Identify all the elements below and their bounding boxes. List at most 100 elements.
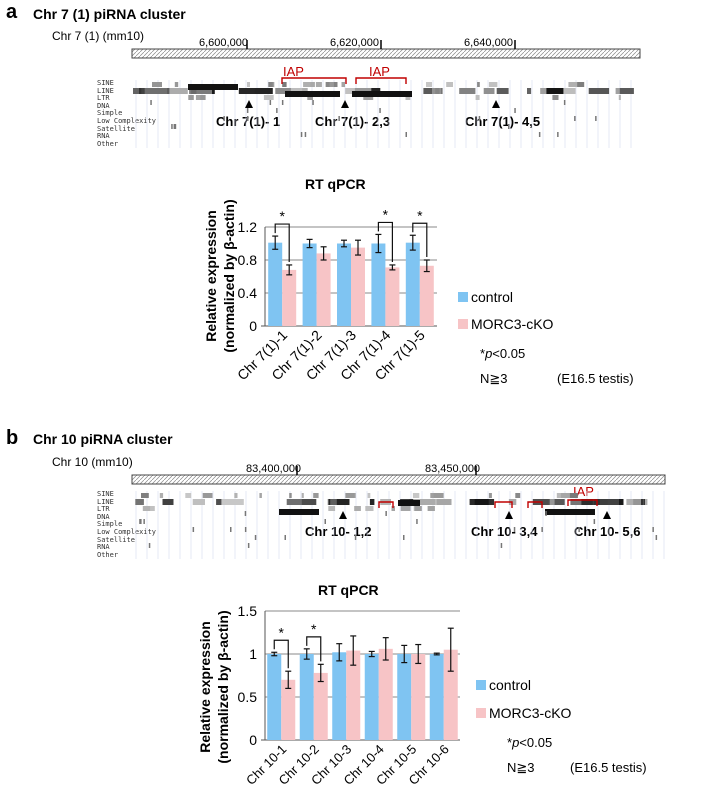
panel-a-repeat-block — [247, 116, 249, 121]
panel-a-repeat-block — [303, 82, 311, 87]
panel-a-iap-label-1: IAP — [283, 64, 304, 79]
panel-b-repeat-block — [162, 499, 174, 505]
panel-a-repeat-block — [478, 116, 481, 121]
track-label: LTR — [97, 505, 110, 514]
panel-a-site-marker — [492, 100, 500, 108]
panel-a-site-marker — [341, 100, 349, 108]
panel-a-repeat-block — [338, 116, 340, 121]
panel-a-repeat-block — [189, 88, 212, 94]
chart-a-bar-ko — [316, 253, 331, 326]
panel-b-repeat-block — [301, 493, 304, 498]
chart-a-legend-swatch-ko — [458, 319, 468, 329]
panel-a-repeat-block — [285, 91, 340, 97]
track-label: DNA — [97, 101, 110, 110]
panel-a-repeat-block — [307, 95, 313, 100]
track-label: LTR — [97, 94, 110, 103]
panel-a-repeat-block — [352, 91, 412, 97]
chart-a-bar-ko — [419, 265, 434, 326]
chart-a-tissue-note: (E16.5 testis) — [557, 371, 634, 386]
panel-b-iap-bracket — [567, 499, 598, 506]
chart-undefined-legend-swatch-control — [476, 680, 486, 690]
panel-a-title: Chr 7 (1) piRNA cluster — [33, 6, 186, 22]
panel-a-repeat-block — [246, 108, 249, 113]
panel-a-repeat-block — [459, 88, 476, 94]
panel-b-repeat-block — [244, 511, 247, 516]
track-label: Other — [97, 550, 119, 559]
panel-b-browser — [131, 466, 666, 559]
chart-undefined-legend-swatch-ko — [476, 708, 486, 718]
panel-b-repeat-block — [140, 519, 142, 524]
chart-undefined-significance-star: * — [311, 621, 317, 637]
panel-a-site-marker — [245, 100, 253, 108]
track-label: DNA — [97, 512, 110, 521]
panel-b-repeat-block — [500, 543, 503, 548]
chart-undefined-bar-ko — [378, 648, 393, 740]
chart-a-significance-star: * — [279, 208, 285, 224]
panel-b-repeat-block — [247, 543, 250, 548]
panel-a-repeat-block — [300, 132, 303, 137]
track-label: Satellite — [97, 535, 135, 544]
panel-b-repeat-block — [328, 506, 336, 511]
panel-b-repeat-block — [436, 499, 452, 505]
panel-b-coord-1: 83,400,000 — [246, 463, 302, 475]
p-prefix: * — [507, 735, 513, 750]
panel-b-repeat-block — [185, 493, 192, 498]
chart-b-legend-control: control — [489, 677, 532, 693]
panel-b-repeat-block — [400, 506, 411, 511]
panel-a-site-1: Chr 7(1)- 1 — [216, 114, 281, 129]
panel-a-repeat-block — [304, 132, 307, 137]
chart-undefined-bar-control — [332, 652, 347, 740]
panel-b-repeat-block — [591, 499, 610, 505]
chart-a-ytick-label: 0 — [249, 318, 257, 334]
track-label: Simple — [97, 109, 123, 118]
panel-b-repeat-block — [474, 499, 489, 505]
panel-a-repeat-block — [483, 88, 495, 94]
panel-a-repeat-block — [174, 82, 179, 87]
panel-b-repeat-block — [142, 506, 151, 511]
panel-b-repeat-block — [545, 511, 547, 516]
chart-a-bar-control — [405, 242, 420, 326]
panel-a-repeat-block — [508, 124, 510, 129]
panel-b-repeat-block — [545, 509, 595, 515]
panel-b-repeat-block — [554, 499, 565, 505]
chart-a-bar-control — [268, 242, 283, 326]
panel-a-repeat-block — [188, 95, 194, 100]
panel-b-repeat-block — [633, 499, 644, 505]
panel-b-repeat-block — [416, 519, 418, 524]
panel-b-repeat-block — [135, 499, 144, 505]
panel-a-repeat-block — [247, 82, 250, 87]
track-label: RNA — [97, 543, 110, 552]
panel-a-repeat-block — [276, 108, 278, 113]
chart-a-legend-ko: MORC3-cKO — [471, 316, 554, 332]
p-italic: p — [512, 735, 520, 750]
panel-a-coord-1: 6,600,000 — [199, 37, 248, 49]
panel-a-browser — [131, 40, 641, 148]
panel-b-repeat-block — [313, 493, 319, 498]
panel-b-repeat-block — [149, 506, 155, 511]
panel-b-repeat-block — [560, 493, 570, 498]
panel-b-repeat-block — [192, 499, 205, 505]
panel-a-repeat-block — [477, 82, 480, 87]
panel-b-repeat-block — [433, 493, 444, 498]
panel-a-repeat-block — [527, 88, 532, 94]
chart-a-bar-control — [302, 243, 317, 326]
track-label: RNA — [97, 132, 110, 141]
panel-a-repeat-block — [618, 95, 621, 100]
panel-b-repeat-block — [513, 527, 516, 532]
panel-a-repeat-block — [263, 95, 274, 100]
panel-a-repeat-block — [282, 82, 287, 87]
panel-b-site-3: Chr 10- 5,6 — [574, 524, 641, 539]
panel-b-repeat-block — [301, 499, 317, 505]
track-label: SINE — [97, 490, 114, 498]
panel-a-repeat-block — [325, 82, 334, 87]
panel-a-repeat-block — [312, 100, 314, 105]
panel-b-repeat-block — [515, 493, 521, 498]
panel-a-repeat-block — [405, 95, 411, 100]
panel-a-repeat-block — [269, 100, 272, 105]
panel-b-repeat-block — [652, 527, 654, 532]
chart-undefined-ytick-label: 0 — [249, 732, 257, 748]
panel-b-repeat-block — [556, 493, 562, 498]
panel-a-repeat-block — [546, 88, 564, 94]
chart-b-title: RT qPCR — [318, 582, 379, 598]
panel-b-repeat-block — [541, 527, 543, 532]
